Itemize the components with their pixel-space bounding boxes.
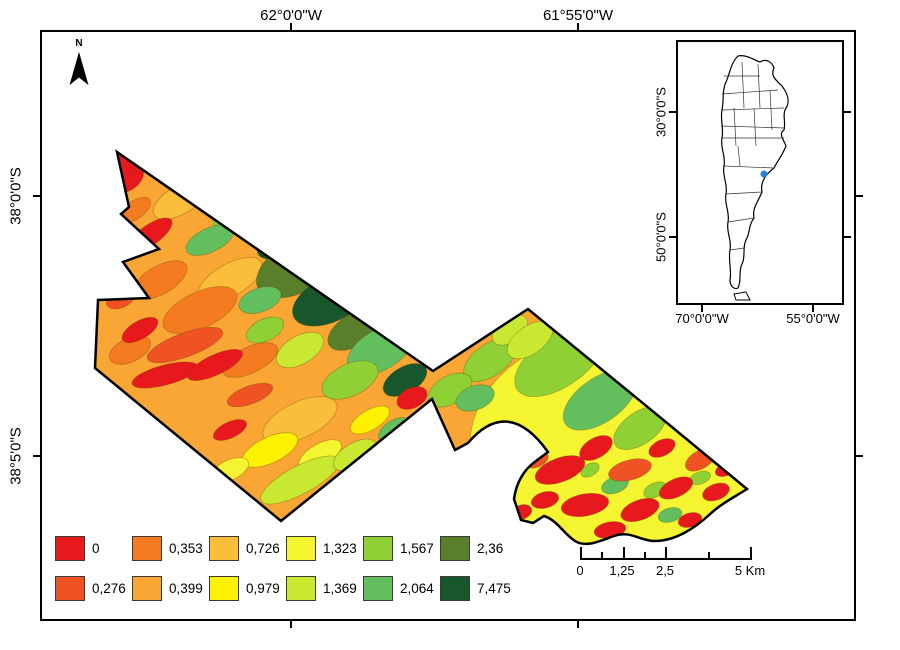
inset-tick bbox=[669, 236, 676, 238]
frame-tick bbox=[290, 23, 292, 30]
argentina-outline bbox=[720, 55, 789, 290]
legend-value: 0,276 bbox=[92, 581, 126, 596]
scale-label-2-5: 2,5 bbox=[655, 563, 675, 578]
legend-value: 0,726 bbox=[246, 541, 280, 556]
legend-item: 0,726 bbox=[209, 536, 286, 561]
inset-map bbox=[676, 40, 844, 305]
inset-argentina-map bbox=[720, 55, 789, 301]
thematic-map bbox=[93, 149, 750, 546]
scale-tick bbox=[601, 552, 604, 560]
legend-swatch bbox=[132, 536, 162, 561]
inset-tick bbox=[812, 305, 814, 312]
legend-swatch bbox=[440, 536, 470, 561]
longitude-label-61-55w: 61°55'0"W bbox=[542, 7, 614, 24]
frame-tick bbox=[856, 195, 863, 197]
legend-value: 1,323 bbox=[323, 541, 357, 556]
legend-value: 2,064 bbox=[400, 581, 434, 596]
frame-tick bbox=[290, 621, 292, 628]
frame-tick bbox=[33, 455, 40, 457]
legend-item: 0,979 bbox=[209, 576, 286, 601]
scale-tick bbox=[750, 547, 752, 560]
scale-label-0: 0 bbox=[576, 563, 584, 578]
legend-item: 2,064 bbox=[363, 576, 440, 601]
legend-value: 0,979 bbox=[246, 581, 280, 596]
legend-value: 0 bbox=[92, 541, 100, 556]
frame-tick bbox=[577, 621, 579, 628]
inset-longitude-label-70w: 70°0'0"W bbox=[675, 311, 729, 326]
frame-tick bbox=[856, 455, 863, 457]
legend-swatch bbox=[286, 576, 316, 601]
legend-item: 1,369 bbox=[286, 576, 363, 601]
latitude-label-38s: 38°0'0"S bbox=[7, 167, 25, 225]
legend-swatch bbox=[209, 536, 239, 561]
province-borders bbox=[720, 61, 786, 251]
legend-value: 1,567 bbox=[400, 541, 434, 556]
inset-tick bbox=[701, 305, 703, 312]
frame-tick bbox=[33, 195, 40, 197]
legend-swatch bbox=[132, 576, 162, 601]
tierra-del-fuego-outline bbox=[733, 291, 751, 301]
legend-item: 1,567 bbox=[363, 536, 440, 561]
north-arrow: N bbox=[64, 38, 94, 92]
inset-tick bbox=[669, 111, 676, 113]
legend-item: 0,353 bbox=[132, 536, 209, 561]
north-arrow-label: N bbox=[75, 38, 83, 49]
latitude-label-38-5s: 38°5'0"S bbox=[7, 427, 25, 485]
legend-swatch bbox=[55, 576, 85, 601]
legend-item: 0,399 bbox=[132, 576, 209, 601]
scale-label-5km: 5 Km bbox=[734, 563, 766, 578]
scale-tick bbox=[643, 552, 646, 560]
legend-value: 0,399 bbox=[169, 581, 203, 596]
scale-tick bbox=[707, 552, 710, 560]
legend-item: 7,475 bbox=[440, 576, 517, 601]
study-location-marker bbox=[760, 170, 768, 178]
legend-swatch bbox=[55, 536, 85, 561]
legend-value: 1,369 bbox=[323, 581, 357, 596]
legend-value: 7,475 bbox=[477, 581, 511, 596]
scale-bar: 0 1,25 2,5 5 Km bbox=[576, 547, 765, 583]
inset-latitude-label-30s: 30°0'0"S bbox=[653, 87, 669, 137]
legend-swatch bbox=[363, 536, 393, 561]
legend-item: 0,276 bbox=[55, 576, 132, 601]
legend: 0 0,353 0,726 1,323 1,567 2,36 0,276 0,3… bbox=[55, 536, 517, 601]
scale-label-1-25: 1,25 bbox=[609, 563, 635, 578]
legend-swatch bbox=[209, 576, 239, 601]
inset-tick bbox=[844, 111, 851, 113]
study-area-outline bbox=[93, 149, 750, 546]
legend-value: 2,36 bbox=[477, 541, 504, 556]
scale-tick bbox=[622, 547, 625, 560]
legend-value: 0,353 bbox=[169, 541, 203, 556]
frame-tick bbox=[577, 23, 579, 30]
north-arrow-icon bbox=[69, 51, 89, 86]
legend-swatch bbox=[286, 536, 316, 561]
inset-longitude-label-55w: 55°0'0"W bbox=[786, 311, 840, 326]
scale-tick bbox=[580, 547, 582, 560]
legend-item: 1,323 bbox=[286, 536, 363, 561]
longitude-label-62w: 62°0'0"W bbox=[260, 7, 322, 24]
legend-item: 0 bbox=[55, 536, 132, 561]
legend-swatch bbox=[363, 576, 393, 601]
legend-swatch bbox=[440, 576, 470, 601]
legend-item: 2,36 bbox=[440, 536, 517, 561]
inset-latitude-label-50s: 50°0'0"S bbox=[653, 212, 669, 262]
inset-tick bbox=[844, 236, 851, 238]
scale-tick bbox=[665, 547, 667, 560]
